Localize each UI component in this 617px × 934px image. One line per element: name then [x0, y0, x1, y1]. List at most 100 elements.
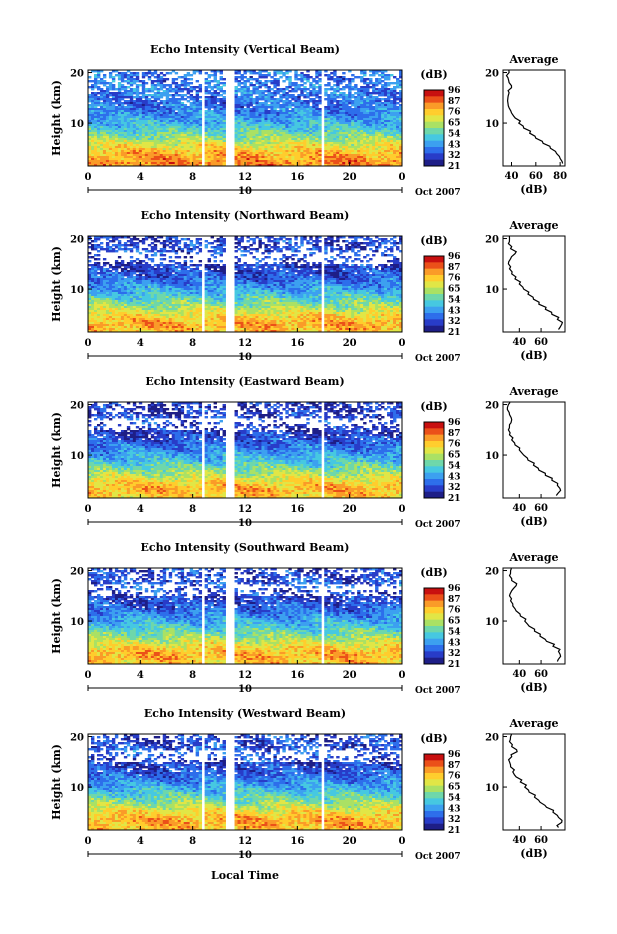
panel-1: Echo Intensity (Northward Beam) Height (k…: [50, 209, 565, 364]
date-label: Oct 2007: [415, 852, 461, 862]
y-tick-label: 10: [70, 617, 84, 628]
x-tick-label: 16: [290, 338, 304, 349]
profile-y-tick: 10: [485, 617, 499, 628]
x-tick-label: 0: [85, 670, 92, 681]
y-tick-label: 20: [70, 235, 84, 246]
colorbar-unit: (dB): [420, 400, 447, 413]
profile-title: Average: [508, 717, 558, 730]
x-tick-label: 20: [343, 504, 357, 515]
x-tick-label: 12: [238, 172, 252, 183]
profile-y-tick: 20: [485, 401, 499, 412]
colorbar-tick: 21: [448, 494, 461, 504]
profile-xlabel: (dB): [520, 183, 547, 196]
y-axis-label: Height (km): [50, 578, 63, 654]
y-axis-label: Height (km): [50, 80, 63, 156]
profile-y-tick: 20: [485, 567, 499, 578]
colorbar: [424, 256, 444, 332]
profile-y-tick: 10: [485, 119, 499, 130]
panel-title: Echo Intensity (Northward Beam): [141, 209, 350, 222]
x-tick-label: 0: [399, 338, 406, 349]
profile-x-tick: 60: [534, 835, 548, 846]
colorbar-tick: 65: [448, 451, 461, 461]
colorbar-tick: 65: [448, 783, 461, 793]
colorbar-tick: 43: [448, 140, 461, 150]
x-tick-label: 0: [85, 504, 92, 515]
y-tick-label: 10: [70, 783, 84, 794]
y-tick-label: 20: [70, 567, 84, 578]
x-tick-label: 20: [343, 172, 357, 183]
x-tick-label: 20: [343, 836, 357, 847]
x-tick-label: 8: [189, 836, 196, 847]
colorbar-tick: 87: [448, 263, 461, 273]
date-label: Oct 2007: [415, 520, 461, 530]
colorbar-tick: 76: [448, 274, 461, 284]
colorbar-tick: 87: [448, 595, 461, 605]
colorbar: [424, 754, 444, 830]
colorbar-tick: 21: [448, 162, 461, 172]
heatmap: [88, 70, 402, 166]
profile-xlabel: (dB): [520, 681, 547, 694]
y-tick-label: 20: [70, 69, 84, 80]
profile-xlabel: (dB): [520, 847, 547, 860]
profile-y-tick: 20: [485, 69, 499, 80]
x-tick-label: 8: [189, 670, 196, 681]
x-tick-label: 0: [399, 670, 406, 681]
heatmap: [88, 734, 402, 830]
x-tick-label: 20: [343, 670, 357, 681]
profile-y-tick: 20: [485, 235, 499, 246]
panel-3: Echo Intensity (Southward Beam) Height (k…: [50, 541, 565, 696]
x-tick-label: 12: [238, 338, 252, 349]
profile-x-tick: 60: [534, 669, 548, 680]
shared-xlabel: Local Time: [211, 869, 279, 882]
colorbar-tick: 32: [448, 317, 461, 327]
colorbar-tick: 76: [448, 772, 461, 782]
profile-frame: [503, 402, 565, 498]
x-tick-label: 16: [290, 670, 304, 681]
x-tick-label: 20: [343, 338, 357, 349]
date-label: Oct 2007: [415, 188, 461, 198]
profile-x-tick: 40: [512, 503, 526, 514]
x-tick-label: 12: [238, 670, 252, 681]
colorbar-tick: 43: [448, 472, 461, 482]
x-tick-label: 8: [189, 504, 196, 515]
x-tick-label: 8: [189, 338, 196, 349]
x-tick-label: 4: [137, 504, 144, 515]
x-tick-label: 0: [85, 172, 92, 183]
profile-title: Average: [508, 385, 558, 398]
y-axis-label: Height (km): [50, 412, 63, 488]
x-tick-label: 16: [290, 172, 304, 183]
profile-line: [510, 569, 561, 662]
y-tick-label: 10: [70, 285, 84, 296]
x-tick-label: 16: [290, 504, 304, 515]
colorbar-tick: 96: [448, 584, 461, 594]
profile-x-tick: 60: [529, 171, 543, 182]
panel-2: Echo Intensity (Eastward Beam)Height (km…: [50, 375, 565, 530]
profile-x-tick: 80: [553, 171, 567, 182]
day-label: 10: [238, 186, 252, 197]
colorbar-tick: 54: [448, 627, 461, 637]
x-tick-label: 4: [137, 836, 144, 847]
y-axis-label: Height (km): [50, 246, 63, 322]
colorbar-tick: 54: [448, 461, 461, 471]
profile-y-tick: 10: [485, 285, 499, 296]
colorbar-unit: (dB): [420, 234, 447, 247]
colorbar-unit: (dB): [420, 732, 447, 745]
day-label: 10: [238, 352, 252, 363]
profile-x-tick: 40: [505, 171, 519, 182]
panel-title: Echo Intensity (Southward Beam): [141, 541, 350, 554]
profile-line: [507, 403, 560, 496]
heatmap: [88, 236, 402, 332]
colorbar-tick: 21: [448, 328, 461, 338]
colorbar-tick: 87: [448, 97, 461, 107]
colorbar-tick: 43: [448, 804, 461, 814]
y-tick-label: 20: [70, 733, 84, 744]
colorbar-unit: (dB): [420, 68, 447, 81]
colorbar-tick: 32: [448, 815, 461, 825]
x-tick-label: 0: [399, 836, 406, 847]
panel-0: Echo Intensity (Vertical Beam)Height (km…: [50, 43, 567, 198]
profile-title: Average: [508, 219, 558, 232]
profile-y-tick: 10: [485, 783, 499, 794]
panel-title: Echo Intensity (Westward Beam): [144, 707, 346, 720]
x-tick-label: 4: [137, 172, 144, 183]
